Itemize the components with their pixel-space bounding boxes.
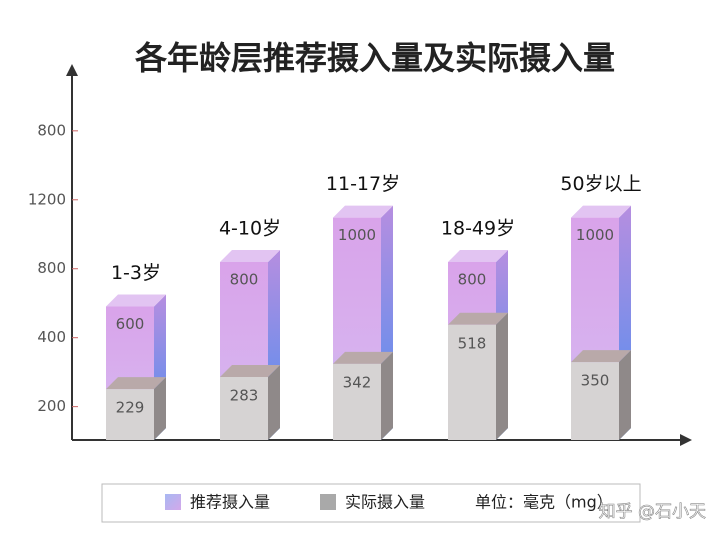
bar-face bbox=[106, 389, 154, 440]
bar-face bbox=[220, 365, 280, 378]
chart-title: 各年龄层推荐摄入量及实际摄入量 bbox=[135, 39, 615, 77]
value-label: 800 bbox=[230, 271, 259, 289]
bar-face bbox=[220, 250, 280, 263]
watermark: 知乎 @石小天 bbox=[599, 502, 706, 522]
category-label: 11-17岁 bbox=[326, 173, 400, 195]
value-label: 518 bbox=[458, 334, 487, 352]
bar-face bbox=[106, 294, 166, 307]
bar-face bbox=[381, 351, 393, 440]
bar-face bbox=[496, 312, 508, 440]
value-label: 600 bbox=[116, 315, 145, 333]
bar-face bbox=[571, 205, 631, 218]
bar-face bbox=[220, 377, 268, 440]
category-label: 18-49岁 bbox=[441, 218, 515, 240]
y-tick-label: 1200 bbox=[28, 190, 66, 208]
bar-face bbox=[333, 363, 381, 440]
value-label: 350 bbox=[581, 372, 610, 390]
value-label: 800 bbox=[458, 271, 487, 289]
value-label: 283 bbox=[230, 387, 259, 405]
value-label: 342 bbox=[343, 373, 372, 391]
x-axis-arrow bbox=[680, 434, 692, 446]
unit-label: 单位：毫克（mg） bbox=[475, 493, 613, 512]
bar bbox=[571, 350, 631, 440]
y-tick-label: 800 bbox=[37, 259, 66, 277]
y-axis-arrow bbox=[66, 64, 78, 76]
category-label: 1-3岁 bbox=[111, 262, 161, 284]
bar-face bbox=[268, 365, 280, 440]
bar-face bbox=[333, 351, 393, 364]
bar-face bbox=[619, 350, 631, 440]
bar-face bbox=[106, 377, 166, 390]
bar bbox=[220, 365, 280, 440]
value-label: 229 bbox=[116, 399, 145, 417]
bar bbox=[106, 377, 166, 440]
legend-box bbox=[101, 483, 641, 523]
bar bbox=[333, 351, 393, 440]
y-tick-label: 400 bbox=[37, 328, 66, 346]
value-label: 1000 bbox=[576, 226, 614, 244]
bar-face bbox=[571, 362, 619, 440]
bar-face bbox=[448, 312, 508, 325]
legend-swatch bbox=[320, 494, 336, 510]
category-label: 4-10岁 bbox=[219, 218, 281, 240]
legend-label: 实际摄入量 bbox=[345, 493, 425, 512]
y-tick-label: 200 bbox=[37, 397, 66, 415]
bar-face bbox=[448, 324, 496, 440]
legend-swatch bbox=[165, 494, 181, 510]
category-label: 50岁以上 bbox=[560, 173, 641, 195]
bar-face bbox=[571, 350, 631, 363]
legend-label: 推荐摄入量 bbox=[190, 493, 270, 512]
y-tick-label: 800 bbox=[37, 121, 66, 139]
bar-face bbox=[154, 377, 166, 440]
bar-face bbox=[333, 205, 393, 218]
bar bbox=[448, 312, 508, 440]
bar-face bbox=[448, 250, 508, 263]
value-label: 1000 bbox=[338, 226, 376, 244]
